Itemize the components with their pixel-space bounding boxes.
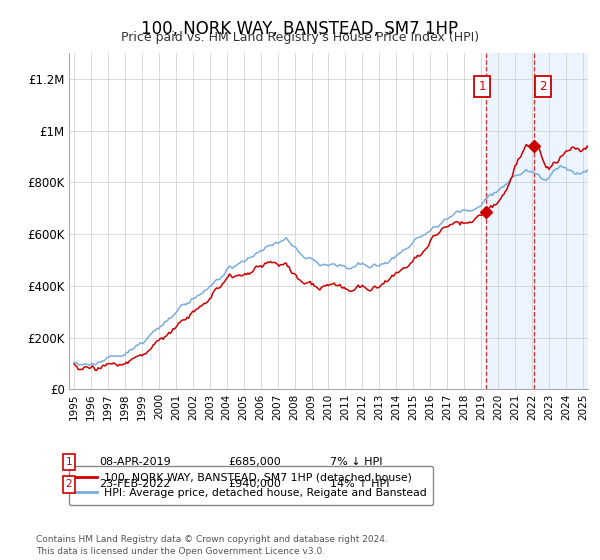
Text: 2: 2 bbox=[539, 80, 547, 94]
Text: 1: 1 bbox=[65, 457, 73, 467]
Text: 1: 1 bbox=[479, 80, 486, 94]
Legend: 100, NORK WAY, BANSTEAD, SM7 1HP (detached house), HPI: Average price, detached : 100, NORK WAY, BANSTEAD, SM7 1HP (detach… bbox=[69, 466, 433, 505]
Text: 08-APR-2019: 08-APR-2019 bbox=[99, 457, 171, 467]
Text: Price paid vs. HM Land Registry's House Price Index (HPI): Price paid vs. HM Land Registry's House … bbox=[121, 31, 479, 44]
Text: 14% ↑ HPI: 14% ↑ HPI bbox=[330, 479, 389, 489]
Text: 100, NORK WAY, BANSTEAD, SM7 1HP: 100, NORK WAY, BANSTEAD, SM7 1HP bbox=[142, 20, 458, 38]
Text: 23-FEB-2022: 23-FEB-2022 bbox=[99, 479, 170, 489]
Bar bbox=[486, 53, 600, 389]
Text: £685,000: £685,000 bbox=[228, 457, 281, 467]
Text: 7% ↓ HPI: 7% ↓ HPI bbox=[330, 457, 383, 467]
Text: 2: 2 bbox=[65, 479, 73, 489]
Text: Contains HM Land Registry data © Crown copyright and database right 2024.
This d: Contains HM Land Registry data © Crown c… bbox=[36, 535, 388, 556]
Text: £940,000: £940,000 bbox=[228, 479, 281, 489]
